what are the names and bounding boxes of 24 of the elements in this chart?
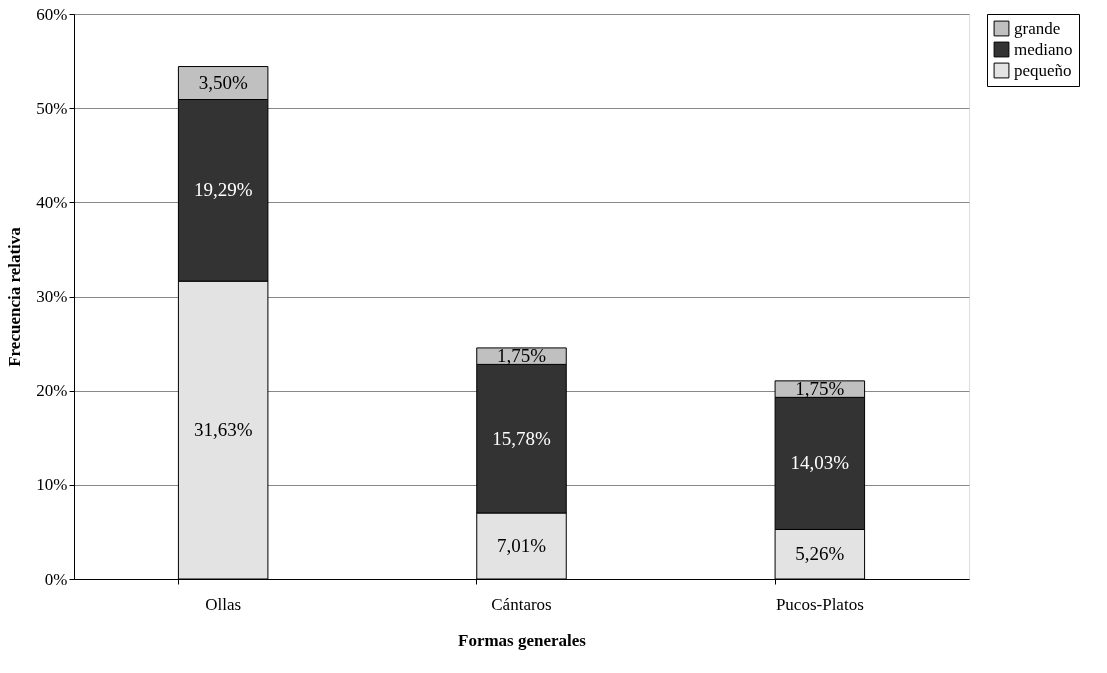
y-tick-label: 20% (36, 381, 68, 401)
data-label: 1,75% (496, 345, 547, 367)
y-tick-label: 0% (44, 569, 68, 589)
data-label: 3,50% (198, 72, 248, 94)
data-label: 5,26% (795, 543, 845, 565)
y-tick-label: 10% (36, 475, 68, 495)
data-label: 14,03% (790, 452, 850, 474)
x-axis-title: Formas generales (458, 630, 587, 650)
data-label: 7,01% (496, 534, 547, 556)
y-tick-label: 30% (36, 287, 68, 306)
legend-label: pequeño (1014, 60, 1072, 80)
legend-label: grande (1014, 18, 1061, 38)
x-tick-label: Ollas (205, 594, 242, 614)
x-tick-label: Pucos-Platos (775, 594, 864, 614)
data-label: 1,75% (795, 378, 845, 400)
y-tick-label: 40% (36, 192, 68, 212)
data-label: 15,78% (492, 427, 551, 449)
x-tick-label: Cántaros (491, 594, 552, 614)
legend-label: mediano (1014, 39, 1073, 59)
y-tick-label: 50% (36, 98, 68, 118)
data-label: 19,29% (193, 179, 253, 201)
y-tick-label: 60% (36, 4, 68, 24)
y-axis-title: Frecuencia relativa (5, 226, 25, 367)
data-label: 31,63% (193, 419, 253, 441)
